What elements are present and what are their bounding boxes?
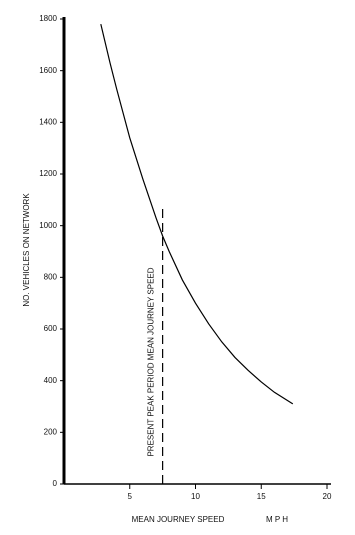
y-tick-label: 1000 <box>39 221 57 230</box>
y-tick-label: 1800 <box>39 14 57 23</box>
y-tick-label: 1400 <box>39 117 57 126</box>
x-tick-label: 15 <box>257 492 266 501</box>
y-axis-label: NO. VEHICLES ON NETWORK <box>22 193 31 307</box>
y-tick-label: 400 <box>44 376 58 385</box>
y-tick-label: 800 <box>44 272 58 281</box>
x-tick-label: 20 <box>323 492 332 501</box>
y-tick-label: 0 <box>53 479 58 488</box>
y-tick-label: 1200 <box>39 169 57 178</box>
y-tick-label: 200 <box>44 427 58 436</box>
y-tick-label: 600 <box>44 324 58 333</box>
x-axis-label: MEAN JOURNEY SPEED <box>132 515 225 524</box>
data-line <box>100 24 294 405</box>
x-tick-label: 10 <box>191 492 200 501</box>
y-tick-label: 1600 <box>39 66 57 75</box>
x-tick-label: 5 <box>128 492 133 501</box>
reference-label: PRESENT PEAK PERIOD MEAN JOURNEY SPEED <box>147 267 156 456</box>
x-axis-unit: M P H <box>266 515 288 524</box>
